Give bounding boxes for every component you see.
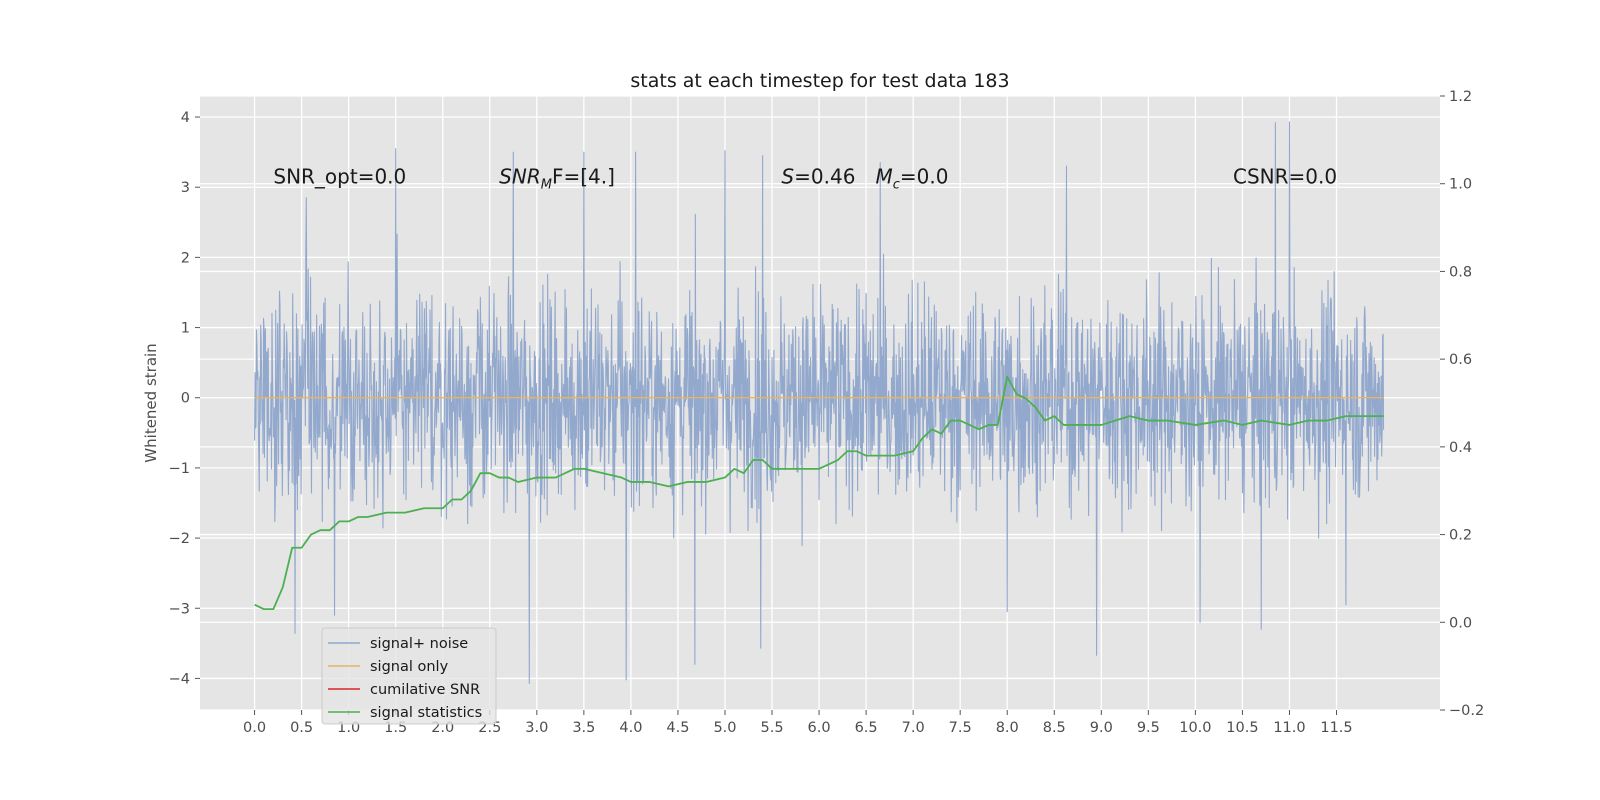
legend-box: [321, 627, 497, 725]
annotation: SNR_opt=0.0: [273, 165, 406, 189]
y2-tick-label: 1.0: [1449, 177, 1472, 193]
x-tick-label: 7.5: [949, 720, 972, 736]
annotation: CSNR=0.0: [1233, 165, 1337, 189]
y2-tick-label: 0.8: [1449, 264, 1472, 280]
y-tick-label: 0: [181, 391, 190, 407]
y-tick-label: −2: [169, 531, 190, 547]
x-tick-label: 3.5: [572, 720, 595, 736]
y2-tick-label: −0.2: [1449, 703, 1484, 719]
y-axis-label: Whitened strain: [142, 343, 160, 462]
x-tick-label: 11.0: [1273, 720, 1305, 736]
x-tick-label: 5.0: [713, 720, 736, 736]
x-tick-label: 10.0: [1179, 720, 1211, 736]
x-tick-label: 11.5: [1320, 720, 1352, 736]
x-tick-label: 9.0: [1090, 720, 1113, 736]
signal-statistics-line: [254, 375, 1384, 611]
y2-tick-label: 0.2: [1449, 528, 1472, 544]
x-tick-label: 3.0: [525, 720, 548, 736]
x-tick-label: 7.0: [902, 720, 925, 736]
x-tick-label: 4.0: [619, 720, 642, 736]
y-tick-label: 3: [181, 180, 190, 196]
x-tick-label: 4.5: [666, 720, 689, 736]
y-tick-label: 2: [181, 250, 190, 266]
signal-noise-series: [254, 121, 1385, 684]
x-tick-label: 9.5: [1137, 720, 1160, 736]
x-tick-label: 0.5: [290, 720, 313, 736]
y-tick-label: 4: [181, 110, 190, 126]
y2-tick-label: 0.4: [1449, 440, 1472, 456]
annotation: Mc=0.0: [876, 165, 949, 193]
x-tick-label: 6.0: [808, 720, 831, 736]
x-tick-label: 5.5: [760, 720, 783, 736]
x-tick-label: 0.0: [243, 720, 266, 736]
axes: 0.0 0.5 1.0 1.5 2.0 2.5 3.0 3.5 4.0 4.5 5.0 5.5 6.0 6…: [169, 89, 1485, 736]
y-tick-label: −3: [169, 601, 190, 617]
x-tick-label: 8.0: [996, 720, 1019, 736]
annotation: S=0.46: [781, 165, 855, 189]
legend: signal+ noise signal only cumilative SNR si…: [321, 627, 497, 725]
annotation: SNRMF=[4.]: [499, 165, 615, 193]
legend-label: signal+ noise: [370, 636, 468, 652]
legend-label: signal statistics: [370, 705, 482, 721]
y2-tick-label: 1.2: [1449, 89, 1472, 105]
y-tick-label: −1: [169, 461, 190, 477]
y2-tick-label: 0.0: [1449, 615, 1472, 631]
signal-noise-line: [254, 121, 1385, 684]
x-tick-label: 8.5: [1043, 720, 1066, 736]
y2-tick-label: 0.6: [1449, 352, 1472, 368]
x-tick-label: 10.5: [1226, 720, 1258, 736]
legend-label: signal only: [370, 659, 449, 675]
chart-title: stats at each timestep for test data 183: [630, 70, 1009, 92]
y-tick-label: 1: [181, 321, 190, 337]
y-tick-label: −4: [169, 671, 190, 687]
annotations: SNR_opt=0.0 SNRMF=[4.] S=0.46 Mc=0.0 CSNR=0.…: [273, 165, 1337, 193]
data-lines: [254, 375, 1384, 611]
legend-label: cumilative SNR: [370, 682, 480, 698]
x-tick-label: 6.5: [855, 720, 878, 736]
